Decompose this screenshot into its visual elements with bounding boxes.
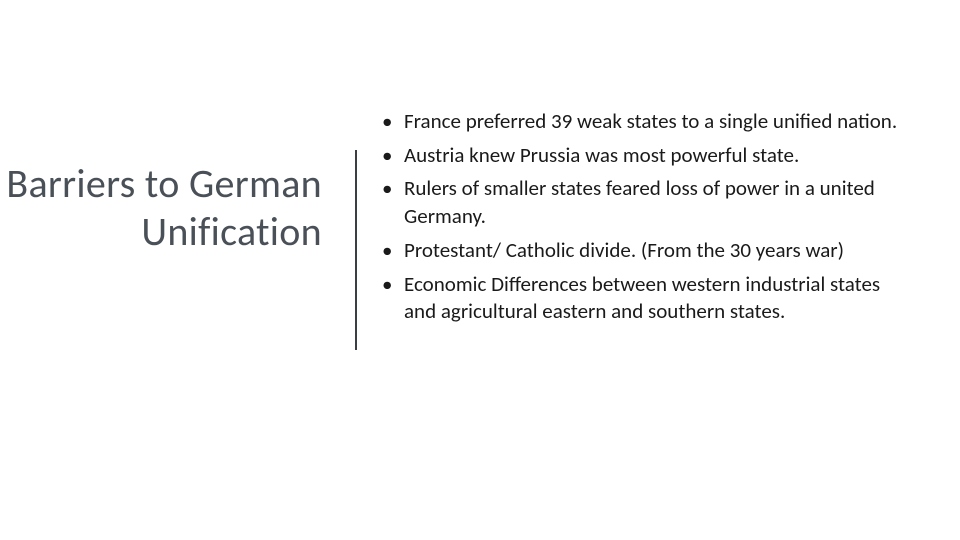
bullet-text: Rulers of smaller states feared loss of … [404, 175, 900, 230]
bullet-marker-icon: • [380, 237, 404, 265]
bullet-text: Austria knew Prussia was most powerful s… [404, 142, 900, 170]
bullet-item: • Austria knew Prussia was most powerful… [380, 142, 900, 170]
bullet-marker-icon: • [380, 108, 404, 136]
bullet-text: Protestant/ Catholic divide. (From the 3… [404, 237, 900, 265]
bullet-marker-icon: • [380, 175, 404, 203]
bullet-text: Economic Differences between western ind… [404, 271, 900, 326]
bullet-marker-icon: • [380, 271, 404, 299]
bullets-block: • France preferred 39 weak states to a s… [380, 108, 900, 332]
title-block: Barriers to German Unification [0, 160, 340, 256]
bullet-item: • Protestant/ Catholic divide. (From the… [380, 237, 900, 265]
bullet-marker-icon: • [380, 142, 404, 170]
bullet-text: France preferred 39 weak states to a sin… [404, 108, 900, 136]
bullet-item: • Rulers of smaller states feared loss o… [380, 175, 900, 230]
slide: Barriers to German Unification • France … [0, 0, 960, 540]
bullet-item: • Economic Differences between western i… [380, 271, 900, 326]
slide-title: Barriers to German Unification [0, 160, 322, 256]
bullet-item: • France preferred 39 weak states to a s… [380, 108, 900, 136]
vertical-divider [355, 150, 357, 350]
